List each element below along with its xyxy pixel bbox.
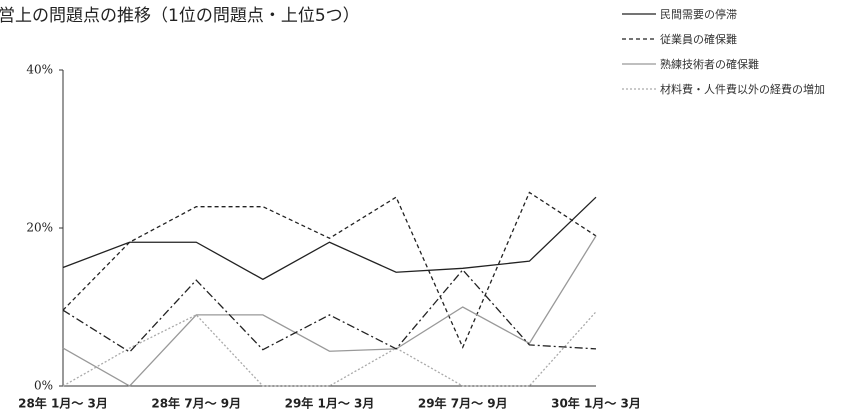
series-line [62,196,597,281]
x-tick-label: 30年 1月～ 3月 [551,396,641,411]
legend-item: 熟練技術者の確保難 [622,56,847,72]
legend-label: 民間需要の停滞 [660,8,737,21]
legend-swatch [622,88,656,90]
legend-swatch [622,13,656,15]
legend-item: 民間需要の停滞 [622,6,847,22]
x-tick-label: 28年 7月～ 9月 [151,396,241,411]
legend-label: 材料費・人件費以外の経費の増加 [660,83,825,96]
legend-label: 熟練技術者の確保難 [660,58,759,71]
legend-label: 従業員の確保難 [660,33,737,46]
x-tick-label: 28年 1月～ 3月 [18,396,108,411]
legend-swatch [622,63,656,65]
series-line [62,311,597,387]
series-line [62,268,597,353]
legend-item: 材料費・人件費以外の経費の増加 [622,81,847,97]
x-tick-label: 29年 1月～ 3月 [285,396,375,411]
y-tick-label: 40% [26,63,53,77]
series-line [62,191,597,349]
chart-title: 営上の問題点の推移（1位の問題点・上位5つ） [0,6,360,26]
legend: 民間需要の停滞 従業員の確保難熟練技術者の確保難材料費・人件費以外の経費の増加 [622,6,847,106]
legend-swatch [622,38,656,40]
x-tick-label: 29年 7月～ 9月 [418,396,508,411]
y-tick-label: 20% [26,221,53,235]
series-line [62,235,597,387]
legend-item: 従業員の確保難 [622,31,847,47]
y-tick-label: 0% [34,379,53,393]
